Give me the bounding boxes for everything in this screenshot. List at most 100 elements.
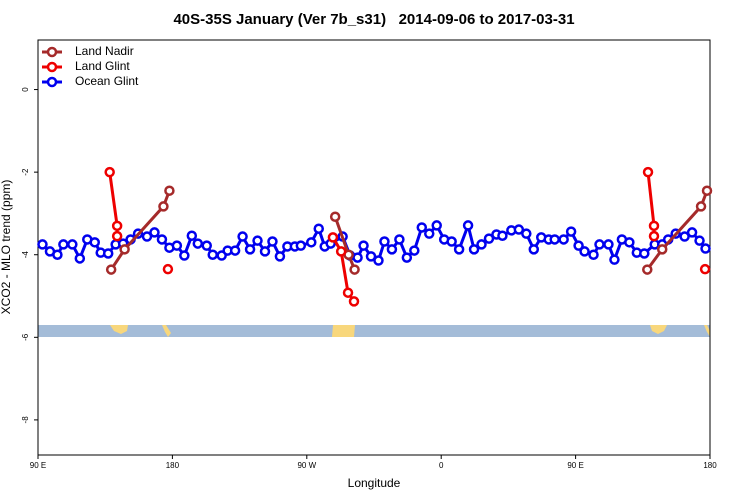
point <box>401 252 413 263</box>
legend-label: Ocean Glint <box>75 74 139 88</box>
point <box>549 234 560 245</box>
x-tick-label: 180 <box>703 461 717 470</box>
point <box>192 238 204 249</box>
point <box>483 233 495 244</box>
point <box>295 240 307 251</box>
point <box>313 223 324 234</box>
point <box>694 235 705 246</box>
point <box>267 236 278 247</box>
point <box>52 249 63 260</box>
point <box>446 236 457 247</box>
x-tick-label: 0 <box>439 461 444 470</box>
point <box>603 239 614 250</box>
point <box>67 239 78 250</box>
point <box>373 255 384 266</box>
point <box>609 254 620 265</box>
point <box>329 211 341 222</box>
point <box>462 220 474 231</box>
point <box>468 244 480 255</box>
point <box>186 230 198 241</box>
point <box>156 234 168 245</box>
point <box>558 234 569 245</box>
point <box>656 244 668 255</box>
y-tick-label: -6 <box>21 333 30 341</box>
y-tick-label: -2 <box>21 168 30 176</box>
point <box>409 245 420 256</box>
point <box>431 220 442 231</box>
point <box>695 201 707 212</box>
x-tick-label: 90 E <box>567 461 583 470</box>
chart-title: 40S-35S January (Ver 7b_s31) 2014-09-06 … <box>173 11 574 28</box>
point <box>89 237 100 248</box>
point <box>37 239 48 250</box>
point <box>528 244 540 255</box>
point <box>327 232 339 243</box>
point <box>348 296 360 307</box>
point <box>201 240 212 251</box>
point <box>111 220 123 232</box>
point <box>335 246 347 257</box>
point <box>686 227 698 238</box>
point <box>416 222 428 233</box>
point <box>141 231 153 242</box>
point <box>74 253 86 264</box>
y-axis-label: XCO2 - MLO trend (ppm) <box>0 180 13 315</box>
point <box>119 244 130 255</box>
point <box>642 166 654 178</box>
point <box>207 249 218 260</box>
point <box>701 185 713 196</box>
point <box>102 248 114 259</box>
point <box>379 236 390 247</box>
x-tick-label: 180 <box>166 461 180 470</box>
point <box>624 237 635 248</box>
point <box>699 263 711 275</box>
x-axis-label: Longitude <box>348 476 401 490</box>
legend-marker <box>46 76 58 88</box>
point <box>424 228 435 239</box>
point <box>642 264 653 275</box>
point <box>639 248 650 259</box>
x-tick-label: 90 W <box>297 461 316 470</box>
y-tick-label: -4 <box>21 251 30 259</box>
point <box>476 239 487 250</box>
point <box>252 235 263 246</box>
point <box>237 231 248 242</box>
point <box>179 250 190 261</box>
point <box>365 251 377 262</box>
y-tick-label: 0 <box>21 87 30 92</box>
x-tick-label: 90 E <box>30 461 46 470</box>
point <box>149 227 160 238</box>
point <box>579 246 590 257</box>
point <box>104 166 115 178</box>
map-strip <box>38 325 710 337</box>
point <box>158 201 169 212</box>
point <box>342 287 354 298</box>
point <box>274 251 286 262</box>
series-line <box>110 172 705 301</box>
point <box>394 234 405 245</box>
legend-label: Land Nadir <box>75 44 134 58</box>
point <box>352 252 363 263</box>
point <box>349 264 360 275</box>
point <box>171 240 183 251</box>
point <box>111 230 123 242</box>
point <box>386 244 398 255</box>
land-shapes <box>110 325 710 337</box>
point <box>521 228 532 239</box>
point <box>588 249 599 260</box>
point <box>164 185 175 196</box>
point <box>105 264 117 275</box>
point <box>700 243 711 254</box>
point <box>162 263 174 275</box>
point <box>229 245 241 256</box>
point <box>679 231 690 242</box>
point <box>358 240 369 251</box>
point <box>573 240 584 251</box>
point <box>244 244 256 255</box>
point <box>259 246 271 257</box>
point <box>453 244 465 255</box>
point <box>513 224 525 235</box>
point <box>648 230 660 242</box>
point <box>58 239 69 250</box>
